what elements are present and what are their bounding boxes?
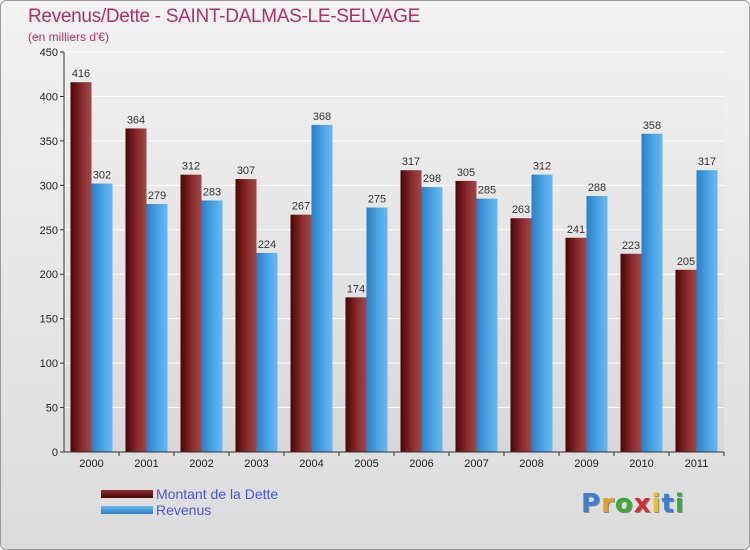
bar-revenue-2011 — [696, 170, 718, 452]
data-label-revenue-2004: 368 — [313, 111, 331, 123]
y-tick-label: 50 — [46, 403, 58, 415]
bar-debt-2003 — [235, 179, 257, 452]
bar-debt-2004 — [290, 214, 312, 452]
data-label-debt-2007: 305 — [457, 167, 475, 179]
data-label-debt-2001: 364 — [127, 114, 145, 126]
chart-subtitle: (en milliers d'€) — [28, 30, 109, 44]
bar-debt-2008 — [510, 218, 532, 452]
data-label-debt-2011: 205 — [677, 256, 695, 268]
data-label-debt-2009: 241 — [567, 224, 585, 236]
bar-revenue-2000 — [91, 183, 113, 453]
x-tick-label: 2011 — [685, 458, 709, 470]
logo-letter: P — [581, 489, 602, 519]
x-tick-label: 2002 — [189, 458, 213, 470]
data-label-debt-2003: 307 — [237, 165, 255, 177]
data-label-revenue-2000: 302 — [93, 170, 111, 182]
y-tick-label: 250 — [40, 225, 58, 237]
bar-revenue-2006 — [421, 187, 443, 452]
x-tick-label: 2009 — [574, 458, 598, 470]
data-label-debt-2004: 267 — [292, 201, 310, 213]
y-tick-label: 350 — [40, 136, 58, 148]
bar-debt-2002 — [180, 174, 202, 452]
bar-debt-2006 — [400, 170, 422, 452]
x-tick-label: 2004 — [299, 458, 323, 470]
x-tick-label: 2003 — [244, 458, 268, 470]
y-tick-label: 0 — [52, 447, 58, 459]
data-label-debt-2010: 223 — [622, 240, 640, 252]
bar-revenue-2009 — [586, 196, 608, 452]
y-tick-label: 400 — [40, 91, 58, 103]
bar-revenue-2001 — [146, 204, 168, 452]
plot-area — [64, 52, 724, 452]
y-tick-label: 200 — [40, 269, 58, 281]
x-tick-label: 2010 — [629, 458, 653, 470]
bar-revenue-2007 — [476, 198, 498, 452]
logo-letter: o — [614, 489, 634, 519]
bar-revenue-2003 — [256, 252, 278, 452]
x-tick-label: 2008 — [519, 458, 543, 470]
legend-label-debt: Montant de la Dette — [156, 486, 279, 502]
data-label-revenue-2002: 283 — [203, 186, 221, 198]
y-tick-label: 150 — [40, 314, 58, 326]
bar-debt-2000 — [70, 82, 92, 452]
data-label-revenue-2009: 288 — [588, 182, 606, 194]
logo-letter: i — [674, 489, 685, 519]
data-label-revenue-2006: 298 — [423, 173, 441, 185]
data-label-revenue-2005: 275 — [368, 194, 386, 206]
x-tick-label: 2006 — [409, 458, 433, 470]
bar-revenue-2010 — [641, 133, 663, 452]
bar-debt-2007 — [455, 180, 477, 452]
x-tick-label: 2000 — [79, 458, 103, 470]
x-tick-label: 2001 — [134, 458, 158, 470]
data-label-debt-2002: 312 — [182, 161, 200, 173]
chart-title: Revenus/Dette - SAINT-DALMAS-LE-SELVAGE — [28, 6, 421, 27]
data-label-debt-2005: 174 — [347, 283, 365, 295]
proxiti-logo: Proxiti — [581, 489, 685, 519]
data-label-revenue-2001: 279 — [148, 190, 166, 202]
logo-letter: i — [651, 489, 662, 519]
data-label-debt-2000: 416 — [72, 68, 90, 80]
bar-debt-2009 — [565, 237, 587, 452]
y-tick-label: 100 — [40, 358, 58, 370]
bar-debt-2001 — [125, 128, 147, 452]
data-label-revenue-2007: 285 — [478, 185, 496, 197]
data-label-debt-2006: 317 — [402, 156, 420, 168]
data-label-debt-2008: 263 — [512, 204, 530, 216]
logo-letter: x — [633, 489, 652, 519]
y-tick-label: 300 — [40, 180, 58, 192]
x-tick-label: 2007 — [464, 458, 488, 470]
bar-revenue-2002 — [201, 200, 223, 452]
bar-revenue-2004 — [311, 124, 333, 452]
data-label-revenue-2011: 317 — [698, 156, 716, 168]
legend-swatch-revenue — [101, 506, 153, 514]
logo-letter: t — [661, 489, 675, 519]
bar-revenue-2008 — [531, 174, 553, 452]
bar-debt-2005 — [345, 297, 367, 452]
y-tick-label: 450 — [40, 47, 58, 59]
x-tick-label: 2005 — [354, 458, 378, 470]
logo-letter: r — [601, 489, 615, 519]
legend-label-revenue: Revenus — [156, 502, 212, 518]
data-label-revenue-2010: 358 — [643, 120, 661, 132]
bar-revenue-2005 — [366, 207, 388, 452]
data-label-revenue-2008: 312 — [533, 161, 551, 173]
data-label-revenue-2003: 224 — [258, 239, 276, 251]
bar-debt-2010 — [620, 253, 642, 452]
legend-swatch-debt — [101, 490, 153, 498]
bar-debt-2011 — [675, 269, 697, 452]
